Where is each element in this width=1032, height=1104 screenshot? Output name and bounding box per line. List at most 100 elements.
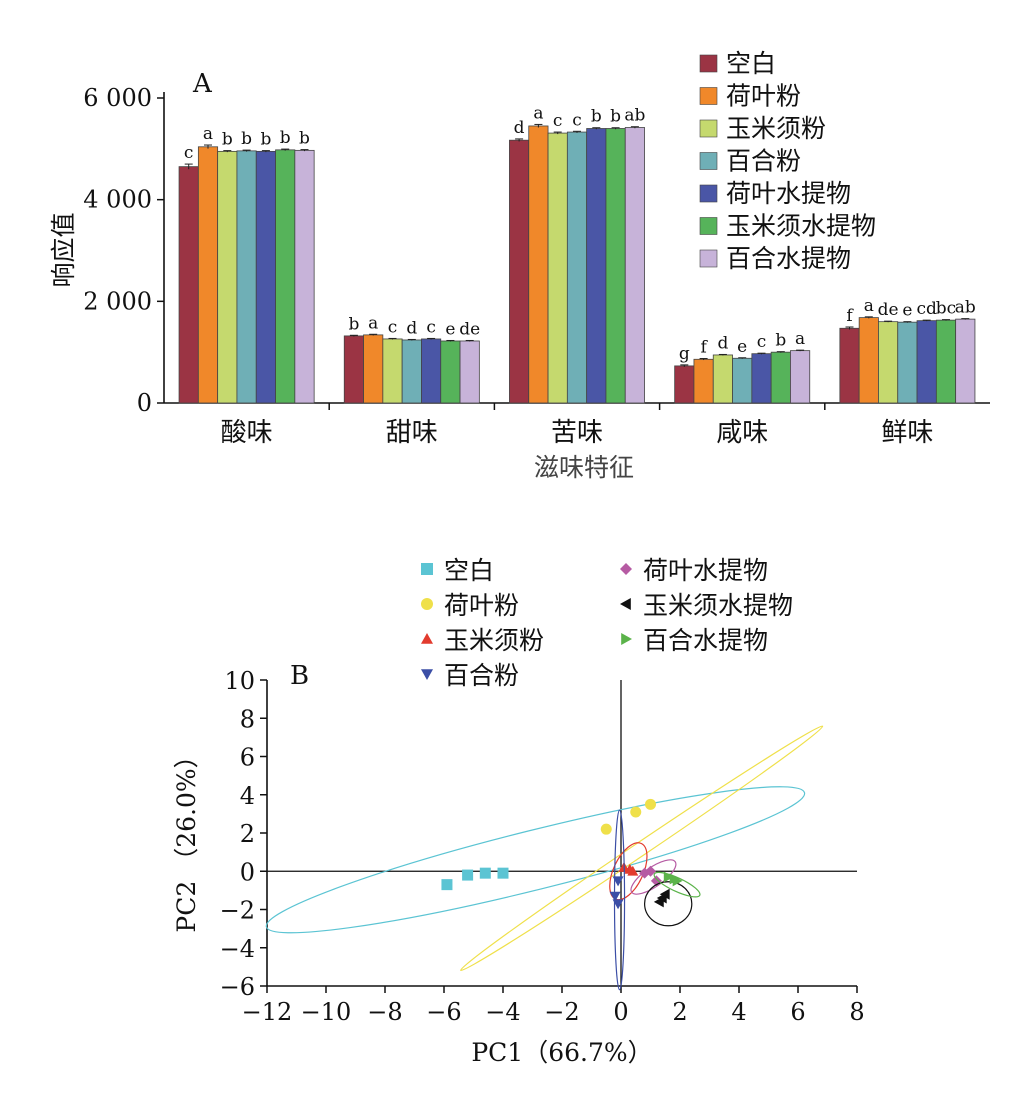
pca-x-tick-label: −12 xyxy=(242,998,293,1026)
legend-marker xyxy=(421,563,433,575)
legend-label: 百合水提物 xyxy=(643,626,768,655)
bar xyxy=(236,150,257,404)
bar xyxy=(732,357,753,404)
bar-xlabel: 滋味特征 xyxy=(534,453,634,482)
legend-label: 玉米须水提物 xyxy=(726,212,876,241)
bar-category-label: 酸味 xyxy=(221,418,273,448)
significance-letter: c xyxy=(426,317,436,337)
pca-xlabel: PC1（66.7%） xyxy=(471,1038,652,1067)
data-point xyxy=(441,879,453,891)
legend-swatch xyxy=(699,184,718,203)
legend-label: 百合粉 xyxy=(726,147,801,176)
pca-x-tick-label: −6 xyxy=(426,998,461,1026)
bar xyxy=(878,321,899,404)
bar xyxy=(624,127,645,404)
significance-letter: c xyxy=(184,143,194,163)
legend-label: 玉米须粉 xyxy=(444,626,544,655)
bar xyxy=(509,139,530,404)
pca-x-tick-label: 6 xyxy=(790,998,805,1026)
bar xyxy=(217,150,238,404)
pca-ylabel: PC2 （26.0%） xyxy=(172,743,201,932)
significance-letter: b xyxy=(610,107,621,127)
bar-category-label: 甜味 xyxy=(386,418,438,448)
significance-letter: b xyxy=(299,129,310,149)
data-point xyxy=(659,888,670,900)
data-point xyxy=(630,806,642,818)
bar xyxy=(770,351,791,404)
significance-letter: c xyxy=(572,110,582,130)
bar xyxy=(858,317,879,404)
legend-label: 百合水提物 xyxy=(726,244,851,273)
legend-marker xyxy=(421,633,433,644)
significance-letter: de xyxy=(459,319,480,339)
significance-letter: e xyxy=(737,337,747,357)
pca-x-tick-label: 2 xyxy=(672,998,687,1026)
legend-label: 荷叶水提物 xyxy=(726,179,851,208)
significance-letter: a xyxy=(368,313,378,333)
bar xyxy=(605,128,626,404)
data-point xyxy=(639,867,651,879)
bar-category-label: 咸味 xyxy=(716,418,768,448)
pca-x-tick-label: 4 xyxy=(731,998,746,1026)
significance-letter: b xyxy=(591,107,602,127)
bar xyxy=(566,131,588,404)
legend-swatch xyxy=(699,54,718,73)
bar xyxy=(275,149,296,404)
significance-letter: a xyxy=(533,103,543,123)
significance-letter: bc xyxy=(936,299,956,319)
pca-scatter-chart: B PC1（66.7%） PC2 （26.0%） −12 −10 −8 −6 −4 −2 0… xyxy=(172,556,865,1067)
bar xyxy=(751,353,772,404)
data-point xyxy=(627,865,639,876)
bar-y-tick-label: 4 000 xyxy=(83,186,152,214)
confidence-ellipse xyxy=(265,786,806,934)
data-point xyxy=(663,871,674,883)
pca-y-tick-label: 2 xyxy=(240,820,255,848)
significance-letter: cd xyxy=(916,299,937,319)
pca-y-tick-label: 10 xyxy=(224,667,255,695)
significance-letter: b xyxy=(260,130,271,150)
bar xyxy=(586,128,607,404)
pca-y-tick-label: 4 xyxy=(240,782,255,810)
pca-x-tick-label: −10 xyxy=(301,998,352,1026)
significance-letter: b xyxy=(241,129,252,149)
legend-swatch xyxy=(699,87,718,105)
significance-letter: e xyxy=(445,319,455,339)
bar xyxy=(343,335,364,404)
bar-y-tick-label: 0 xyxy=(137,389,152,417)
legend-marker xyxy=(620,563,632,575)
bar xyxy=(790,350,811,404)
legend-label: 百合粉 xyxy=(444,661,519,690)
bar xyxy=(294,149,315,404)
bar xyxy=(382,338,403,404)
bar xyxy=(440,340,461,404)
bar-category-label: 苦味 xyxy=(551,418,603,448)
significance-letter: d xyxy=(514,118,525,138)
significance-letter: g xyxy=(679,344,690,364)
bar xyxy=(955,318,976,404)
confidence-ellipse xyxy=(644,881,693,927)
bar xyxy=(255,150,276,404)
bar xyxy=(693,358,714,404)
pca-y-tick-label: −2 xyxy=(220,897,255,925)
significance-letter: c xyxy=(553,111,563,131)
legend-marker xyxy=(620,598,631,610)
data-point xyxy=(612,899,624,910)
legend-label: 荷叶粉 xyxy=(444,591,519,620)
bar xyxy=(401,339,422,404)
significance-letter: ab xyxy=(624,106,645,126)
pca-y-tick-label: 0 xyxy=(240,858,255,886)
legend-label: 玉米须水提物 xyxy=(643,591,793,620)
significance-letter: b xyxy=(280,128,291,148)
significance-letter: a xyxy=(864,296,874,316)
bar xyxy=(547,132,568,404)
confidence-ellipse xyxy=(653,871,701,898)
significance-letter: a xyxy=(203,124,213,144)
data-point xyxy=(645,798,656,810)
significance-letter: f xyxy=(846,306,854,326)
data-point xyxy=(645,865,656,877)
legend-label: 玉米须粉 xyxy=(726,114,826,143)
significance-letter: de xyxy=(878,300,899,320)
bar xyxy=(197,146,219,404)
